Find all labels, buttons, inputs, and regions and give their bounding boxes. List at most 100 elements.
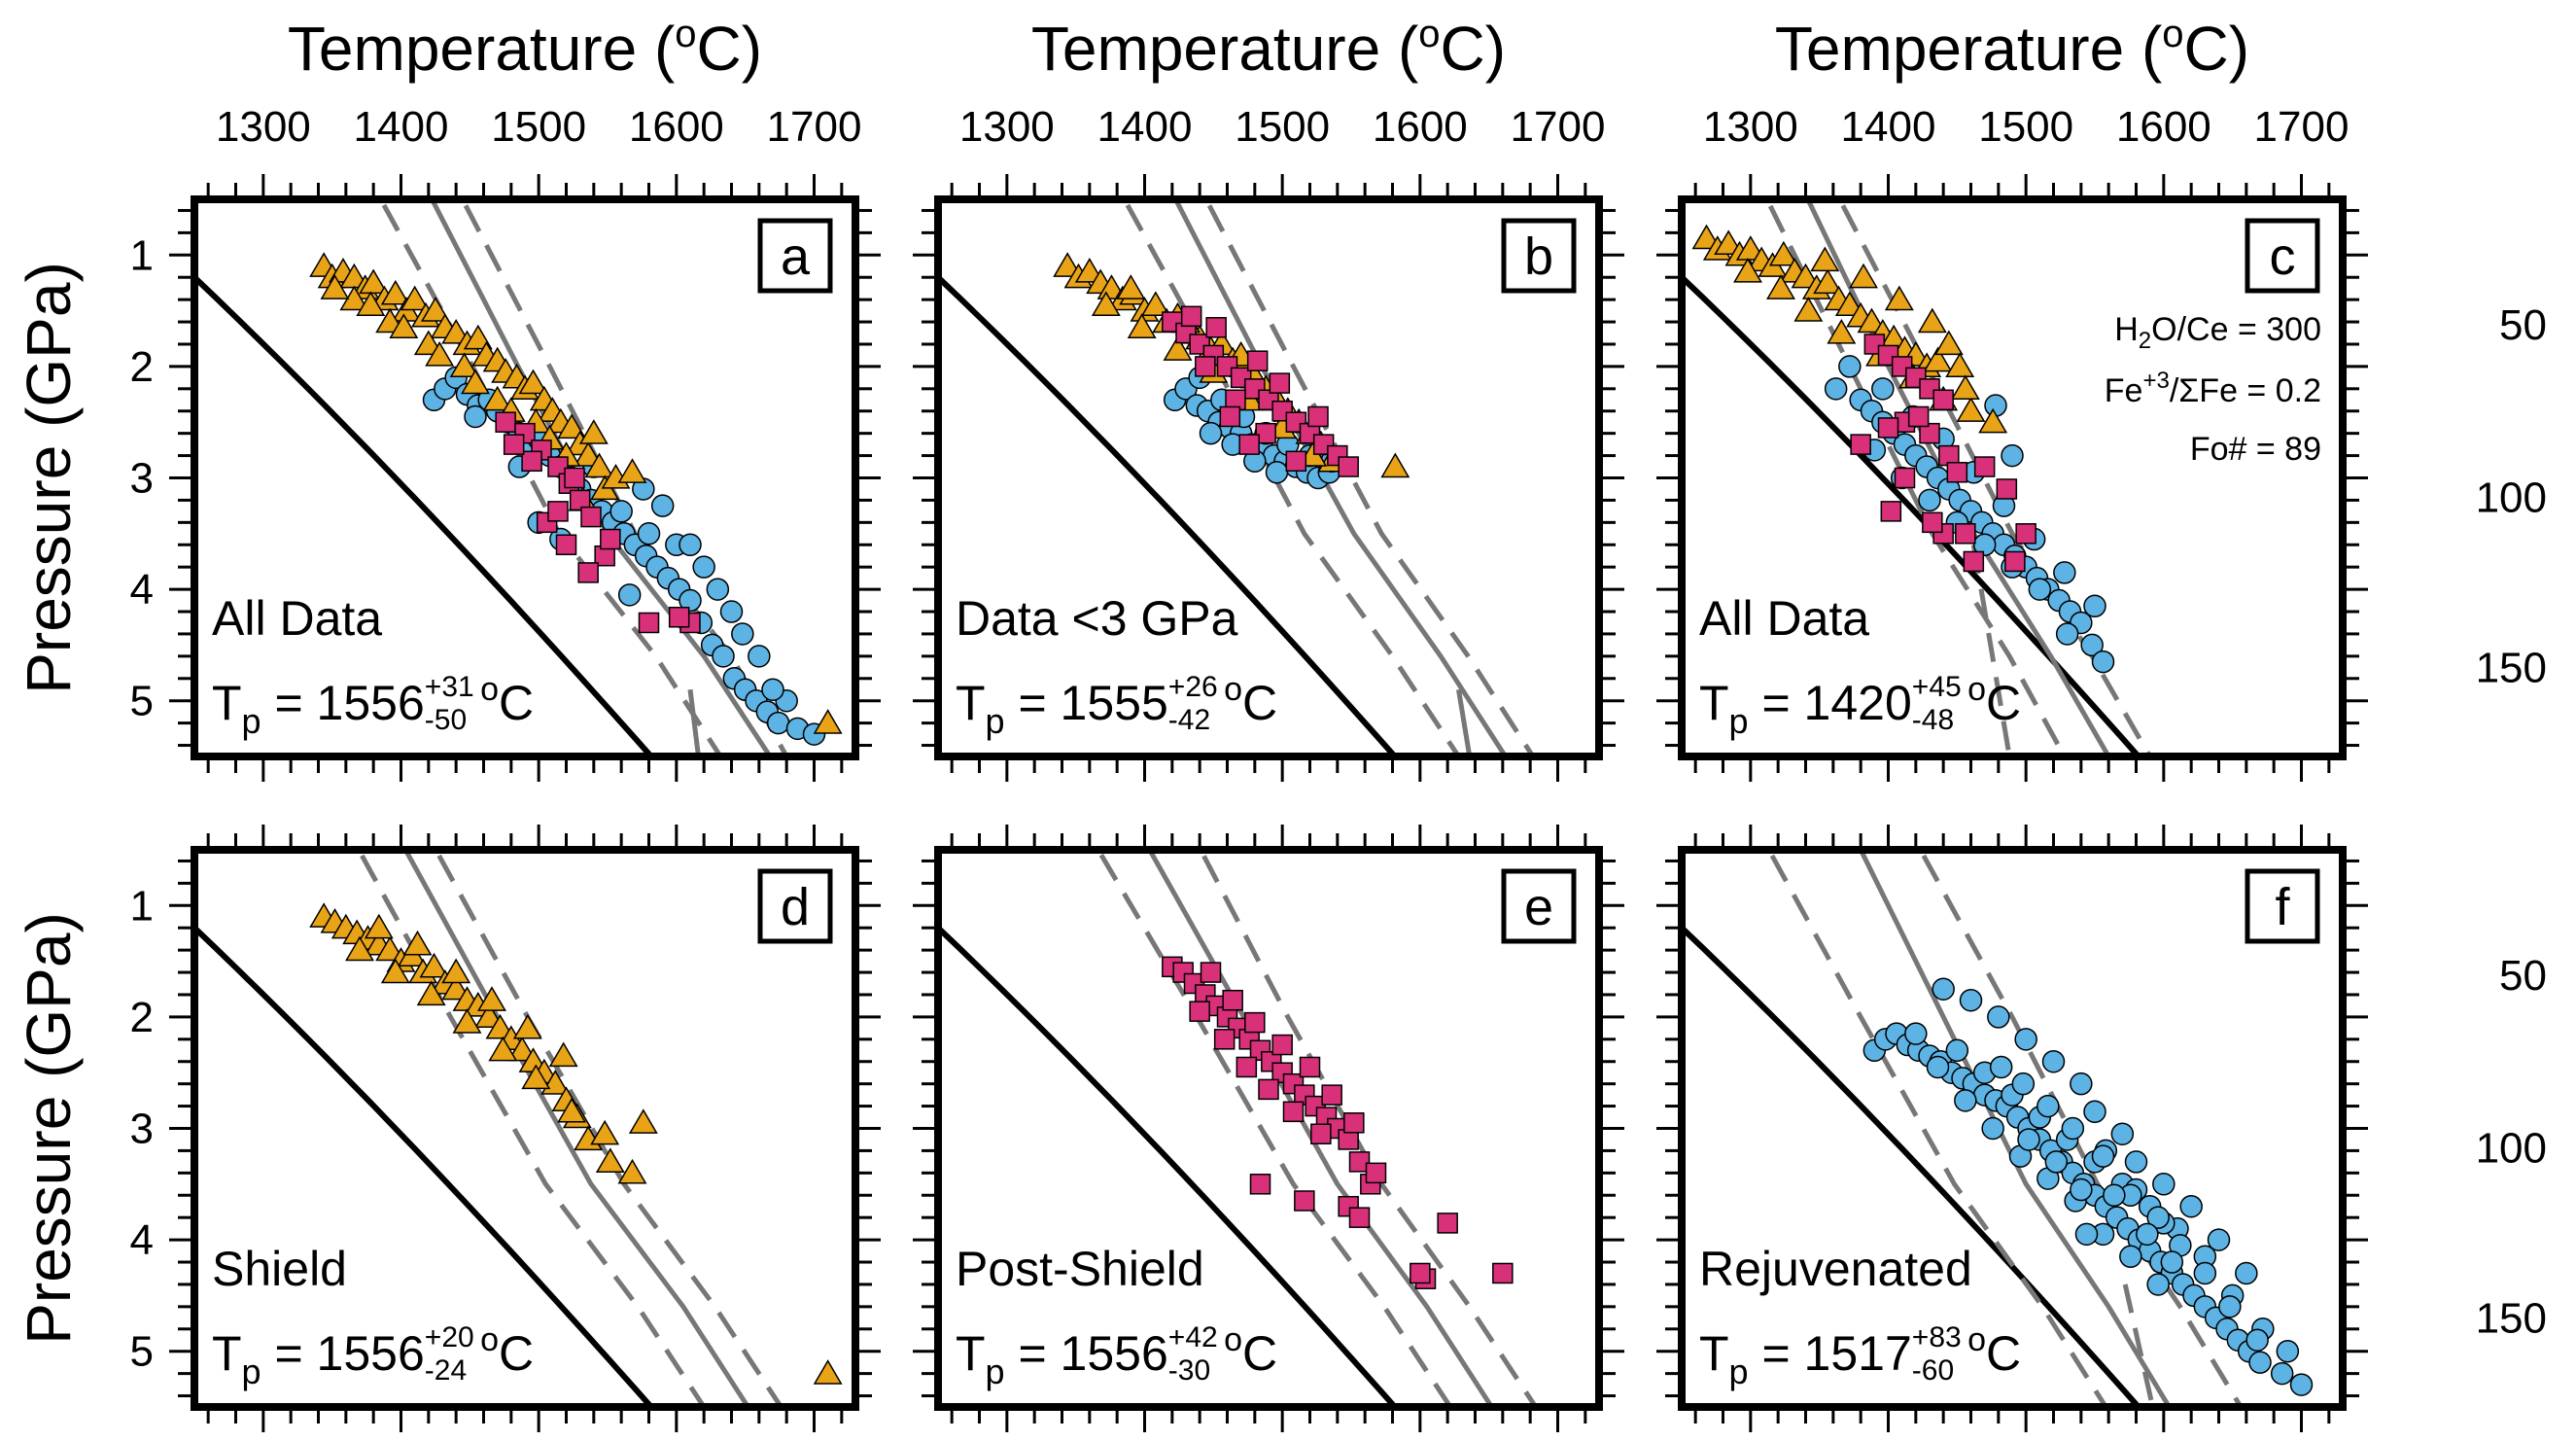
shield-point	[574, 441, 604, 467]
shield-point	[1827, 319, 1857, 344]
rejuvenated-point	[2119, 1245, 2142, 1269]
tp-unit: C	[1242, 1326, 1277, 1381]
rejuvenated-point	[2235, 1261, 2258, 1285]
post-shield-point	[1255, 422, 1276, 444]
rejuvenated-point	[1959, 988, 1983, 1012]
rejuvenated-point	[2070, 1072, 2093, 1096]
tp-unit-sup: o	[480, 671, 499, 708]
shield-point	[1884, 285, 1914, 311]
shield-point	[1097, 274, 1127, 299]
post-shield-point	[2004, 550, 2026, 573]
post-shield-point	[1246, 350, 1269, 371]
rejuvenated-point	[1871, 377, 1895, 401]
post-shield-point	[503, 434, 525, 455]
x-tick-label: 1500	[491, 103, 586, 151]
rejuvenated-point	[2270, 1361, 2294, 1386]
tp-unit: C	[1242, 676, 1277, 730]
tp-space	[1954, 676, 1967, 730]
shield-point	[518, 369, 548, 395]
rejuvenated-point	[2146, 1273, 2170, 1296]
rejuvenated-point	[2289, 1373, 2314, 1396]
panel-d: 1 2 3 4 5 Pressure (GPa) d Shield Tp = 1556+20 -2…	[14, 825, 881, 1432]
shield-point	[1917, 307, 1947, 334]
post-shield-point	[1189, 1001, 1210, 1022]
solidus-curve	[1682, 275, 2142, 756]
panel-frame	[1678, 846, 2347, 1411]
tp-value: = 1517	[1749, 1326, 1912, 1381]
rejuvenated-point	[2136, 1222, 2159, 1247]
tp-minus: -42	[1168, 704, 1210, 736]
rejuvenated-point	[679, 533, 702, 557]
tp-unit-sup: o	[480, 1321, 499, 1358]
shield-point	[617, 1158, 647, 1184]
post-shield-point	[1922, 511, 1943, 534]
post-shield-point	[1213, 1029, 1236, 1050]
x-tick-label: 1400	[1841, 103, 1936, 151]
rejuvenated-point	[1265, 461, 1289, 484]
x-tick-label: 1700	[767, 103, 862, 151]
x-axis-title: Temperature (oC)	[1031, 13, 1506, 84]
tp-space	[467, 1326, 480, 1381]
condition-fo: Fo# = 89	[2190, 431, 2321, 468]
panel-frame	[934, 846, 1603, 1411]
tp-symbol: T	[1699, 676, 1729, 730]
adiabat-bound-line	[1917, 850, 2244, 1407]
post-shield-point	[1365, 1162, 1387, 1184]
shield-point	[1074, 258, 1104, 283]
post-shield-point	[555, 534, 577, 556]
post-shield-point	[577, 562, 599, 583]
panel-frame	[1678, 195, 2347, 760]
post-shield-point	[1258, 1078, 1279, 1101]
post-shield-point	[547, 501, 569, 522]
rejuvenated-point	[617, 583, 642, 607]
shield-point	[485, 1013, 515, 1039]
post-shield-point	[1963, 550, 1985, 573]
x-axis-title-text: C)	[2184, 14, 2250, 84]
shield-point	[380, 958, 410, 984]
x-tick-label: 1400	[354, 103, 449, 151]
post-shield-point	[521, 450, 542, 473]
y-axis-title: Pressure (GPa)	[14, 262, 84, 694]
tp-minus: -24	[425, 1354, 467, 1387]
shield-point	[578, 419, 609, 444]
rejuvenated-point	[679, 588, 702, 613]
shield-point	[1956, 397, 1986, 422]
adiabat-bound-line	[1095, 850, 1453, 1407]
solidus-curve	[194, 275, 655, 756]
x-axis-title-sup: o	[675, 13, 696, 55]
post-shield-point	[1894, 467, 1916, 489]
rejuvenated-point	[464, 404, 487, 429]
post-shield-point	[1180, 305, 1202, 328]
adiabat-line	[402, 850, 750, 1407]
post-shield-point	[1236, 1056, 1258, 1078]
shield-point	[364, 913, 394, 939]
rejuvenated-point	[1981, 1116, 2004, 1141]
x-axis-title-sup: o	[2162, 13, 2183, 55]
adiabat-branch-line	[2122, 1283, 2155, 1407]
dataset-label: All Data	[212, 591, 382, 646]
plot-area	[1682, 199, 2152, 756]
panel-label: d	[781, 878, 810, 936]
rejuvenated-point	[2146, 1206, 2170, 1229]
rejuvenated-point	[2218, 1295, 2242, 1318]
rejuvenated-point	[706, 578, 730, 601]
shield-point	[1766, 274, 1795, 299]
post-shield-point	[600, 528, 621, 550]
rejuvenated-point	[2074, 1222, 2099, 1247]
shield-point	[1978, 407, 2008, 434]
shield-point	[590, 1119, 620, 1145]
tp-unit-sup: o	[1967, 1321, 1986, 1358]
depth-tick-label: 100	[2476, 1125, 2547, 1173]
post-shield-point	[668, 607, 690, 628]
shield-point	[1735, 235, 1765, 261]
post-shield-point	[1285, 450, 1307, 473]
shield-point	[813, 709, 843, 734]
rejuvenated-point	[2276, 1339, 2300, 1363]
rejuvenated-point	[719, 600, 744, 623]
shield-point	[482, 385, 512, 411]
rejuvenated-point	[1932, 977, 1955, 1001]
adiabat-line	[1172, 199, 1508, 756]
tp-plus: +83	[1912, 1321, 1962, 1353]
post-shield-point	[1282, 1101, 1305, 1123]
